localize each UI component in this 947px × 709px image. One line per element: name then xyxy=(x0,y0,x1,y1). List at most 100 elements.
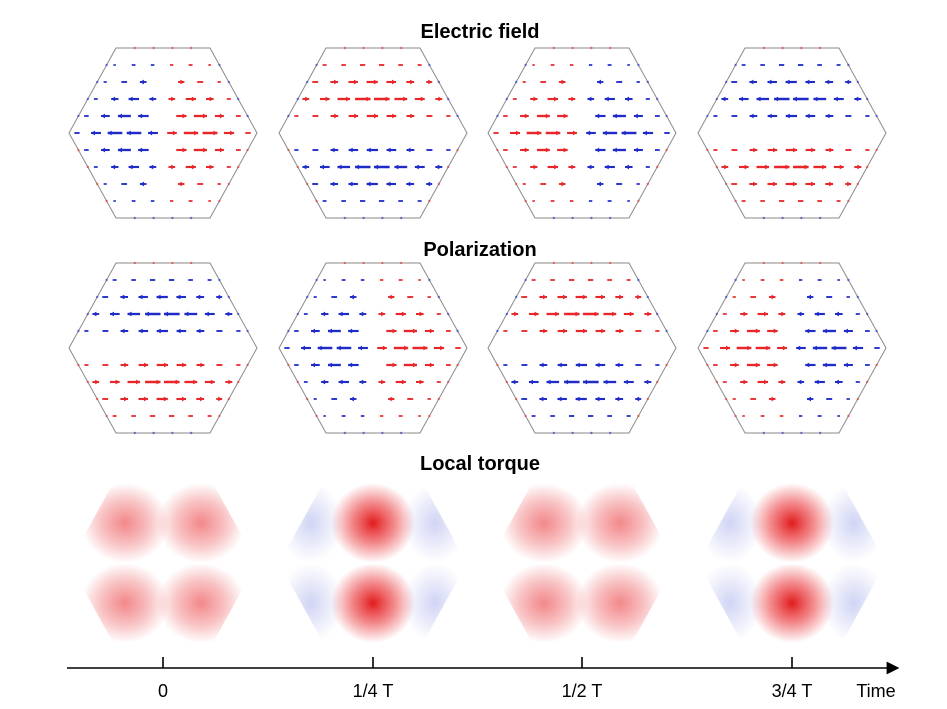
electric-field-panel-1-arrowhead xyxy=(366,96,371,102)
electric-field-panel-3-arrowhead xyxy=(825,113,830,119)
polarization-panel-1-edge-dot xyxy=(315,278,318,282)
electric-field-panel-2-edge-dot xyxy=(637,63,640,67)
electric-field-panel-1 xyxy=(278,46,468,220)
polarization-panel-0-arrowhead xyxy=(156,379,161,385)
polarization-panel-2-hexagon-outline xyxy=(487,262,677,434)
polarization-panel-3-arrowhead xyxy=(766,345,771,351)
electric-field-panel-1-arrowhead xyxy=(353,79,358,85)
electric-field-panel-0-edge-dot xyxy=(77,148,80,152)
electric-field-panel-0-arrowhead xyxy=(138,147,143,153)
polarization-panel-3-edge-dot xyxy=(734,414,737,418)
polarization-panel-1-arrowhead xyxy=(321,379,326,385)
electric-field-panel-1-arrowhead xyxy=(366,181,371,187)
polarization-panel-0-arrowhead xyxy=(124,396,129,402)
local-torque-panel-1-positive-lobe xyxy=(331,563,415,643)
polarization-panel-3-edge-dot xyxy=(847,414,850,418)
polarization-panel-1-edge-dot xyxy=(306,397,309,401)
polarization-panel-2-arrowhead xyxy=(543,294,548,300)
polarization-panel-1-arrowhead xyxy=(382,345,387,351)
polarization-panel-0-arrowhead xyxy=(193,379,198,385)
electric-field-panel-3-arrowhead xyxy=(805,79,810,85)
polarization-panel-2-arrowhead xyxy=(562,294,567,300)
polarization-panel-0-edge-dot xyxy=(246,363,249,367)
electric-field-panel-1-arrowhead xyxy=(355,164,360,170)
electric-field-panel-1-arrowhead xyxy=(373,79,378,85)
polarization-panel-2-arrowhead xyxy=(615,396,620,402)
polarization-panel-1-edge-dot xyxy=(362,261,365,265)
polarization-panel-3-edge-dot xyxy=(847,278,850,282)
local-torque-panel-0 xyxy=(69,483,257,643)
polarization-panel-0-edge-dot xyxy=(86,312,90,316)
polarization-panel-3-arrowhead xyxy=(747,345,752,351)
electric-field-panel-1-edge-dot xyxy=(362,46,365,50)
electric-field-panel-0-arrowhead xyxy=(171,164,176,170)
electric-field-panel-3-arrowhead xyxy=(767,79,772,85)
electric-field-panel-3-arrowhead xyxy=(829,147,834,153)
polarization-panel-1-arrowhead xyxy=(401,311,406,317)
polarization-panel-1-edge-dot xyxy=(447,380,450,384)
polarization-panel-2-arrowhead xyxy=(511,379,516,385)
polarization-panel-0-arrowhead xyxy=(200,396,205,402)
polarization-panel-1-arrowhead xyxy=(349,294,354,300)
polarization-panel-0-arrowhead xyxy=(176,294,181,300)
electric-field-panel-3-edge-dot xyxy=(847,199,850,203)
polarization-panel-3-edge-dot xyxy=(819,261,822,265)
electric-field-panel-3-arrowhead xyxy=(753,181,758,187)
polarization-panel-2-arrowhead xyxy=(582,294,587,300)
electric-field-panel-3-arrowhead xyxy=(774,96,779,102)
tick-label-0: 0 xyxy=(158,681,168,701)
polarization-panel-3-arrowhead xyxy=(814,379,819,385)
polarization-panel-3-edge-dot xyxy=(781,431,784,435)
electric-field-panel-1-arrowhead xyxy=(403,96,408,102)
electric-field-panel-1-edge-dot xyxy=(447,97,450,101)
electric-field-panel-2-arrowhead xyxy=(563,113,568,119)
electric-field-panel-2-arrowhead xyxy=(625,164,630,170)
polarization-panel-0-arrowhead xyxy=(143,396,148,402)
polarization-panel-1-arrowhead xyxy=(301,345,306,351)
electric-field-panel-0-edge-dot xyxy=(133,216,136,220)
polarization-panel-3-edge-dot xyxy=(800,431,803,435)
polarization-panel-0-edge-dot xyxy=(190,261,193,265)
electric-field-panel-2-edge-dot xyxy=(609,46,612,50)
polarization-panel-2-arrowhead xyxy=(582,379,587,385)
electric-field-panel-1-arrowhead xyxy=(435,164,440,170)
electric-field-panel-3-arrowhead xyxy=(811,181,816,187)
electric-field-panel-3-edge-dot xyxy=(856,182,859,186)
polarization-panel-1-edge-dot xyxy=(306,295,309,299)
polarization-panel-1 xyxy=(278,261,468,435)
polarization-panel-0-arrowhead xyxy=(163,396,168,402)
polarization-panel-2-arrowhead xyxy=(619,294,624,300)
electric-field-panel-1-edge-dot xyxy=(287,114,290,118)
electric-field-panel-3-edge-dot xyxy=(762,216,765,220)
polarization-panel-1-arrowhead xyxy=(423,345,428,351)
electric-field-panel-3-arrowhead xyxy=(792,96,797,102)
polarization-panel-3-arrowhead xyxy=(797,311,802,317)
electric-field-panel-3-arrowhead xyxy=(767,113,772,119)
polarization-panel-0-edge-dot xyxy=(133,431,136,435)
polarization-panel-0-arrowhead xyxy=(182,362,187,368)
polarization-panel-1-arrowhead xyxy=(321,311,326,317)
polarization-panel-3-arrowhead xyxy=(822,328,827,334)
electric-field-panel-2-arrowhead xyxy=(597,181,602,187)
local-torque-panel-3-negative-lobe xyxy=(698,563,762,643)
polarization-panel-2-edge-dot xyxy=(646,397,649,401)
polarization-panel-3-edge-dot xyxy=(725,295,728,299)
electric-field-panel-2-arrowhead xyxy=(524,113,529,119)
electric-field-panel-0-arrowhead xyxy=(219,147,224,153)
electric-field-panel-3-arrowhead xyxy=(765,164,770,170)
electric-field-panel-0-edge-dot xyxy=(77,114,80,118)
polarization-panel-2-arrowhead xyxy=(546,379,551,385)
electric-field-panel-2-edge-dot xyxy=(515,182,518,186)
electric-field-panel-2-arrowhead xyxy=(554,164,559,170)
polarization-panel-0-arrowhead xyxy=(200,362,205,368)
polarization-panel-1-edge-dot xyxy=(456,329,459,333)
electric-field-panel-1-edge-dot xyxy=(456,148,459,152)
polarization-panel-1-edge-dot xyxy=(428,414,431,418)
electric-field-panel-0-edge-dot xyxy=(133,46,136,50)
polarization-panel-3-arrowhead xyxy=(831,345,836,351)
electric-field-panel-1-arrowhead xyxy=(302,164,307,170)
polarization-panel-0-arrowhead xyxy=(144,362,149,368)
polarization-panel-2-arrowhead xyxy=(615,362,620,368)
electric-field-panel-0-hexagon-outline xyxy=(68,47,258,219)
electric-field-panel-0-arrowhead xyxy=(191,96,196,102)
